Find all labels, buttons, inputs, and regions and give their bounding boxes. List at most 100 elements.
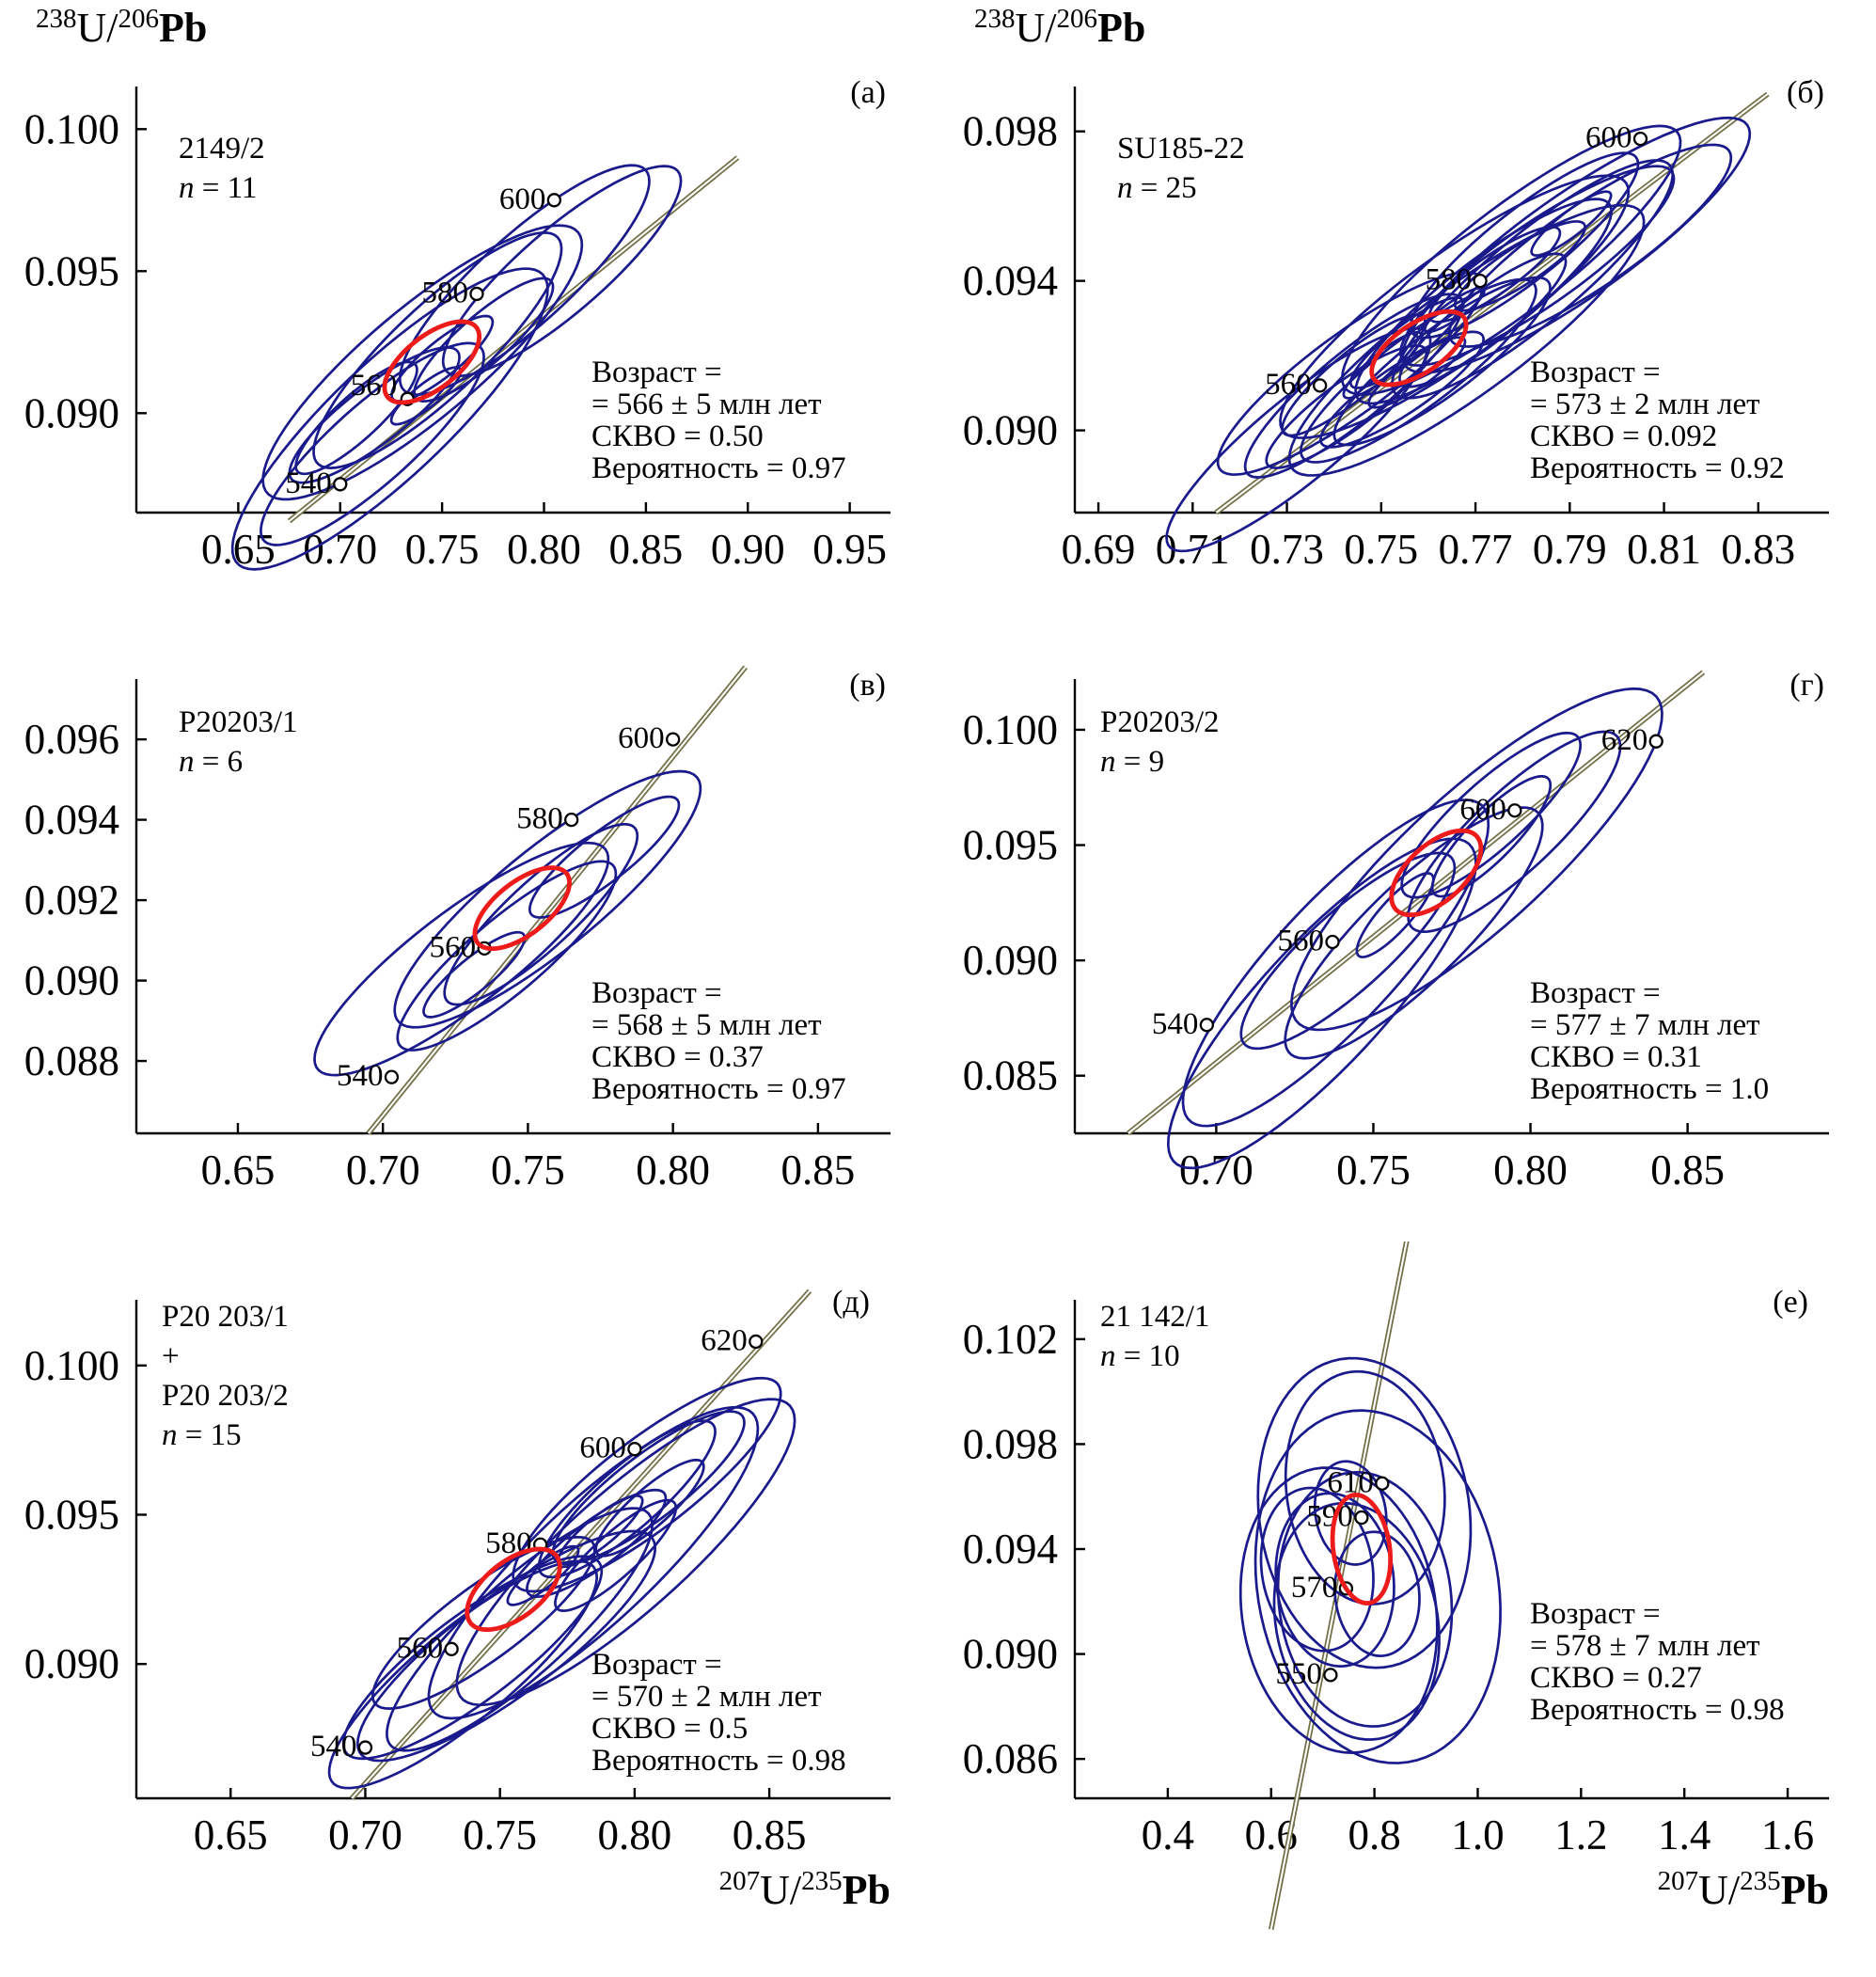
svg-text:0.85: 0.85 — [1650, 1147, 1725, 1194]
svg-text:0.80: 0.80 — [636, 1147, 710, 1194]
svg-text:600: 600 — [1459, 793, 1506, 827]
svg-text:0.096: 0.096 — [24, 716, 119, 763]
svg-text:0.75: 0.75 — [405, 526, 480, 573]
svg-text:560: 560 — [1265, 368, 1312, 402]
svg-text:0.094: 0.094 — [24, 797, 119, 844]
svg-text:0.090: 0.090 — [963, 1631, 1058, 1678]
svg-text:0.095: 0.095 — [24, 247, 119, 294]
svg-text:Вероятность = 0.97: Вероятность = 0.97 — [591, 1072, 846, 1106]
svg-text:Возраст =: Возраст = — [1530, 1597, 1661, 1631]
svg-text:= 573 ± 2 млн лет: = 573 ± 2 млн лет — [1530, 387, 1760, 421]
svg-text:n = 6: n = 6 — [179, 745, 243, 779]
svg-text:Вероятность = 0.98: Вероятность = 0.98 — [591, 1744, 846, 1778]
svg-text:0.100: 0.100 — [24, 105, 119, 152]
svg-text:0.65: 0.65 — [201, 1147, 276, 1194]
svg-text:0.092: 0.092 — [24, 877, 119, 924]
svg-text:0.70: 0.70 — [346, 1147, 420, 1194]
svg-text:Вероятность = 0.98: Вероятность = 0.98 — [1530, 1693, 1785, 1727]
svg-text:0.094: 0.094 — [963, 1526, 1058, 1573]
svg-text:1.6: 1.6 — [1761, 1811, 1814, 1858]
svg-text:0.090: 0.090 — [24, 957, 119, 1004]
svg-text:0.090: 0.090 — [963, 937, 1058, 984]
svg-text:540: 540 — [285, 467, 332, 500]
svg-text:0.69: 0.69 — [1062, 526, 1136, 573]
svg-text:0.75: 0.75 — [463, 1811, 537, 1858]
svg-text:СКВО = 0.31: СКВО = 0.31 — [1530, 1040, 1702, 1074]
svg-text:0.65: 0.65 — [194, 1811, 268, 1858]
svg-text:0.095: 0.095 — [24, 1492, 119, 1539]
svg-text:0.85: 0.85 — [733, 1811, 807, 1858]
svg-text:0.102: 0.102 — [963, 1316, 1058, 1363]
svg-text:SU185-22: SU185-22 — [1117, 132, 1245, 166]
svg-text:0.83: 0.83 — [1721, 526, 1795, 573]
svg-text:= 568 ± 5 млн лет: = 568 ± 5 млн лет — [591, 1008, 822, 1042]
svg-text:Возраст =: Возраст = — [1530, 976, 1661, 1010]
svg-text:0.85: 0.85 — [781, 1147, 856, 1194]
svg-text:540: 540 — [310, 1730, 357, 1763]
svg-text:Возраст =: Возраст = — [1530, 356, 1661, 389]
svg-text:Вероятность = 0.92: Вероятность = 0.92 — [1530, 451, 1785, 485]
svg-text:0.81: 0.81 — [1627, 526, 1701, 573]
svg-text:0.85: 0.85 — [609, 526, 684, 573]
svg-text:Вероятность = 0.97: Вероятность = 0.97 — [591, 451, 846, 485]
svg-text:560: 560 — [397, 1631, 444, 1665]
svg-text:590: 590 — [1306, 1500, 1353, 1534]
svg-text:0.95: 0.95 — [812, 526, 887, 573]
svg-text:СКВО = 0.092: СКВО = 0.092 — [1530, 419, 1717, 453]
svg-text:580: 580 — [516, 802, 563, 836]
svg-text:0.75: 0.75 — [1344, 526, 1418, 573]
svg-text:550: 550 — [1275, 1657, 1322, 1691]
svg-text:0.80: 0.80 — [598, 1811, 672, 1858]
svg-text:0.098: 0.098 — [963, 108, 1058, 155]
svg-text:= 566 ± 5 млн лет: = 566 ± 5 млн лет — [591, 387, 822, 421]
svg-text:1.2: 1.2 — [1554, 1811, 1607, 1858]
svg-text:0.090: 0.090 — [24, 389, 119, 436]
svg-text:0.90: 0.90 — [711, 526, 785, 573]
svg-text:0.100: 0.100 — [963, 706, 1058, 753]
svg-text:0.75: 0.75 — [491, 1147, 565, 1194]
svg-text:580: 580 — [485, 1526, 532, 1560]
svg-text:0.098: 0.098 — [963, 1420, 1058, 1467]
svg-text:570: 570 — [1291, 1571, 1338, 1605]
svg-text:0.090: 0.090 — [963, 407, 1058, 454]
svg-text:Возраст =: Возраст = — [591, 976, 722, 1010]
svg-text:(а): (а) — [850, 75, 886, 110]
svg-text:0.80: 0.80 — [507, 526, 581, 573]
svg-text:0.73: 0.73 — [1250, 526, 1324, 573]
svg-text:(д): (д) — [832, 1285, 870, 1320]
svg-text:0.094: 0.094 — [963, 258, 1058, 305]
svg-text:0.090: 0.090 — [24, 1640, 119, 1687]
svg-text:0.8: 0.8 — [1348, 1811, 1400, 1858]
svg-text:2149/2: 2149/2 — [179, 132, 265, 166]
svg-text:(г): (г) — [1789, 668, 1824, 703]
svg-text:Вероятность = 1.0: Вероятность = 1.0 — [1530, 1072, 1769, 1106]
svg-text:21 142/1: 21 142/1 — [1100, 1300, 1209, 1334]
svg-text:+: + — [162, 1339, 180, 1373]
svg-text:n = 15: n = 15 — [162, 1418, 242, 1452]
svg-text:600: 600 — [618, 721, 665, 755]
svg-text:= 577 ± 7 млн лет: = 577 ± 7 млн лет — [1530, 1008, 1760, 1042]
svg-text:540: 540 — [1152, 1007, 1199, 1041]
svg-text:n = 9: n = 9 — [1100, 745, 1164, 779]
svg-text:560: 560 — [430, 930, 477, 964]
svg-text:0.75: 0.75 — [1336, 1147, 1411, 1194]
svg-text:СКВО = 0.27: СКВО = 0.27 — [1530, 1661, 1702, 1695]
svg-text:580: 580 — [1426, 263, 1473, 297]
svg-text:600: 600 — [579, 1431, 626, 1465]
svg-text:n = 25: n = 25 — [1117, 171, 1197, 205]
svg-text:n = 11: n = 11 — [179, 171, 257, 205]
svg-text:1.0: 1.0 — [1451, 1811, 1504, 1858]
svg-text:0.085: 0.085 — [963, 1052, 1058, 1099]
svg-text:(в): (в) — [849, 668, 886, 703]
svg-text:620: 620 — [1601, 723, 1648, 757]
svg-text:0.77: 0.77 — [1439, 526, 1513, 573]
svg-text:0.100: 0.100 — [24, 1342, 119, 1389]
svg-text:600: 600 — [1585, 121, 1632, 155]
svg-text:СКВО = 0.37: СКВО = 0.37 — [591, 1040, 764, 1074]
svg-text:0.79: 0.79 — [1533, 526, 1607, 573]
svg-text:0.088: 0.088 — [24, 1037, 119, 1084]
svg-text:Возраст =: Возраст = — [591, 356, 722, 389]
svg-text:560: 560 — [1278, 925, 1325, 958]
svg-text:(б): (б) — [1787, 75, 1824, 110]
svg-text:1.4: 1.4 — [1658, 1811, 1710, 1858]
